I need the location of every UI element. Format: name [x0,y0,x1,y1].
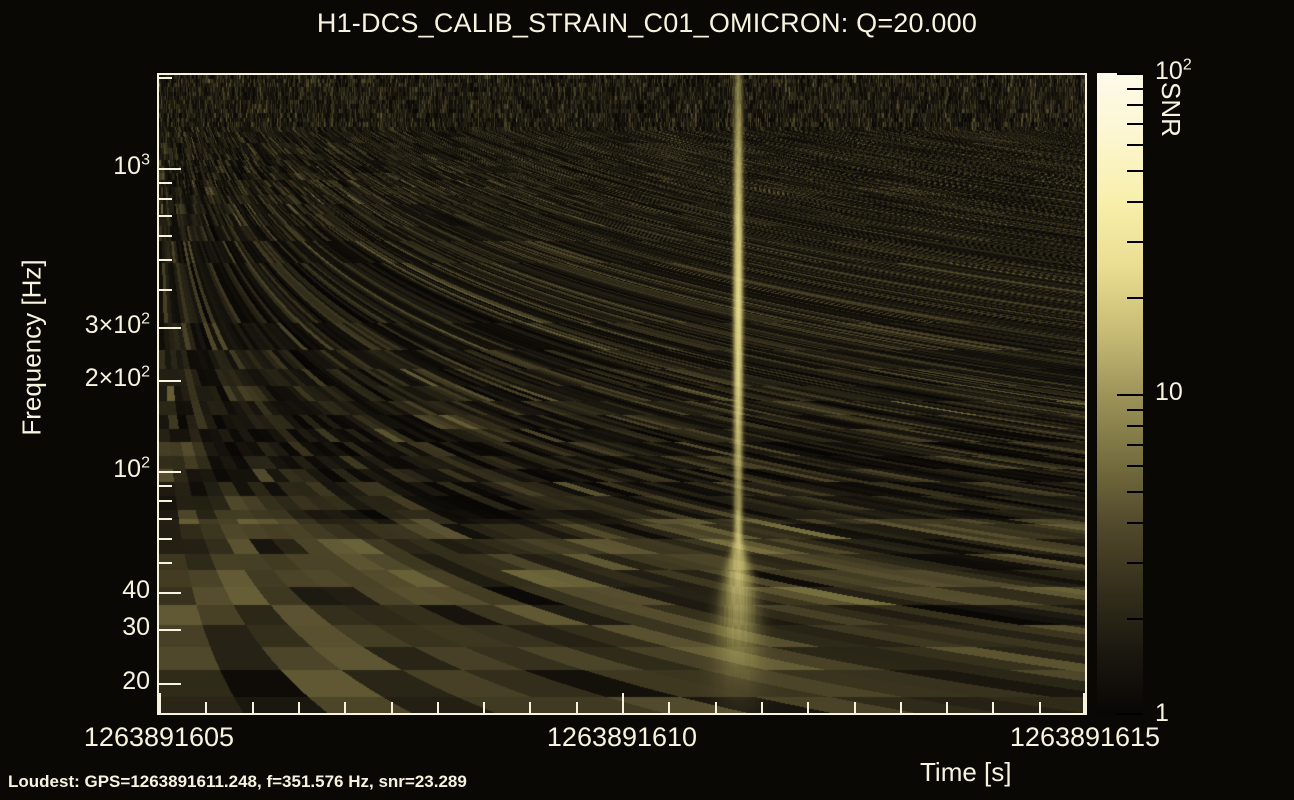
colorbar-tick [1127,144,1143,147]
y-tick [159,538,172,541]
x-tick [714,702,717,713]
colorbar-tick [1117,713,1143,715]
x-tick-label: 1263891610 [546,722,698,752]
colorbar-tick-label: 102 [1155,56,1192,85]
y-tick-label: 40 [122,575,150,604]
y-tick [159,326,181,329]
y-tick [159,288,172,291]
y-tick-label: 102 [113,454,150,484]
x-tick [668,702,671,713]
x-tick [1038,702,1041,713]
y-tick [159,379,181,382]
x-tick [483,702,486,713]
colorbar-tick [1127,465,1143,468]
colorbar-tick [1127,87,1143,90]
y-tick [159,629,181,632]
x-tick [622,693,624,713]
y-tick-label: 30 [122,613,150,642]
x-tick [251,702,254,713]
colorbar [1097,73,1143,715]
x-tick [946,702,949,713]
colorbar-tick [1127,122,1143,125]
x-tick [297,702,300,713]
colorbar-tick [1127,521,1143,524]
y-tick-label: 3×102 [84,310,150,339]
page-title: H1-DCS_CALIB_STRAIN_C01_OMICRON: Q=20.00… [316,8,978,38]
y-tick [159,471,181,474]
x-tick [529,702,532,713]
colorbar-tick [1127,169,1143,172]
x-tick [807,702,810,713]
colorbar-tick-label: 10 [1155,378,1183,406]
y-tick-label: 20 [122,666,150,695]
colorbar-tick [1127,490,1143,493]
colorbar-tick-label: 1 [1155,699,1169,727]
x-tick [1083,693,1085,713]
colorbar-tick [1127,297,1143,300]
colorbar-tick [1127,561,1143,564]
y-tick-label: 103 [113,151,150,181]
y-tick [159,500,172,503]
colorbar-tick [1127,408,1143,411]
x-tick-label: 1263891605 [83,722,235,752]
x-tick [159,693,161,713]
colorbar-tick [1127,240,1143,243]
y-tick [159,562,172,565]
y-tick [159,517,172,520]
x-axis-title: Time [s] [920,757,1012,787]
y-tick [159,682,181,685]
spectrogram-image [159,75,1085,713]
y-tick [159,259,172,262]
x-tick [575,702,578,713]
y-tick [159,182,172,185]
y-tick [159,235,172,238]
x-tick [390,702,393,713]
y-tick [159,168,181,171]
x-tick [205,702,208,713]
colorbar-tick [1117,394,1143,396]
colorbar-tick [1127,618,1143,621]
loudest-event-status: Loudest: GPS=1263891611.248, f=351.576 H… [8,772,467,791]
x-tick-label: 1263891615 [1009,722,1161,752]
x-tick [992,702,995,713]
colorbar-tick [1127,104,1143,107]
x-tick [436,702,439,713]
spectrogram-plot-area [157,73,1087,715]
y-tick [159,77,172,80]
y-tick [159,484,172,487]
y-tick [159,591,181,594]
x-tick [899,702,902,713]
colorbar-tick [1127,425,1143,428]
x-tick [344,702,347,713]
colorbar-title: SNR [1156,82,1186,137]
y-tick [159,215,172,218]
x-tick [760,702,763,713]
colorbar-tick [1117,73,1143,75]
x-tick [853,702,856,713]
y-tick [159,197,172,200]
y-axis-title: Frequency [Hz] [16,259,47,436]
colorbar-tick [1127,443,1143,446]
y-tick-label: 2×102 [84,363,150,392]
colorbar-tick [1127,200,1143,203]
y-axis-tick-labels: 103 3×102 2×102 102 40 30 20 [60,73,150,715]
